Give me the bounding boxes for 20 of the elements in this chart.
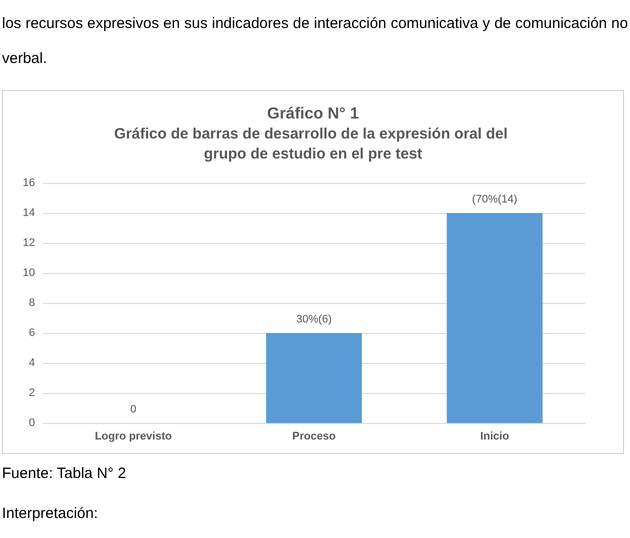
chart-subtitle: Gráfico de barras de desarrollo de la expresión oral del grupo de estudio en el pre test bbox=[114, 126, 512, 162]
source-note: Fuente: Tabla N° 2 bbox=[2, 465, 126, 482]
y-tick-label: 8 bbox=[28, 297, 35, 309]
y-tick-label: 4 bbox=[28, 357, 35, 369]
chart-title: Gráfico N° 1 bbox=[267, 106, 359, 122]
y-tick-label: 2 bbox=[28, 387, 35, 399]
x-tick-label: Proceso bbox=[292, 430, 336, 442]
data-label: (70%(14) bbox=[472, 194, 518, 206]
x-tick-label: Logro previsto bbox=[94, 430, 172, 442]
y-tick-label: 0 bbox=[28, 417, 35, 429]
text: Interpretación: bbox=[2, 505, 98, 522]
text: los recursos expresivos en sus indicadores de interacción comunicativa y de comunicación no verbal. bbox=[2, 15, 628, 67]
y-tick-label: 10 bbox=[22, 267, 35, 279]
data-label: 30%(6) bbox=[296, 314, 332, 326]
y-tick-label: 12 bbox=[22, 237, 35, 249]
x-tick-label: Inicio bbox=[480, 430, 510, 442]
y-tick-label: 14 bbox=[22, 207, 35, 219]
y-tick-label: 6 bbox=[28, 327, 35, 339]
data-label: 0 bbox=[130, 404, 136, 416]
y-tick-label: 16 bbox=[22, 177, 35, 189]
